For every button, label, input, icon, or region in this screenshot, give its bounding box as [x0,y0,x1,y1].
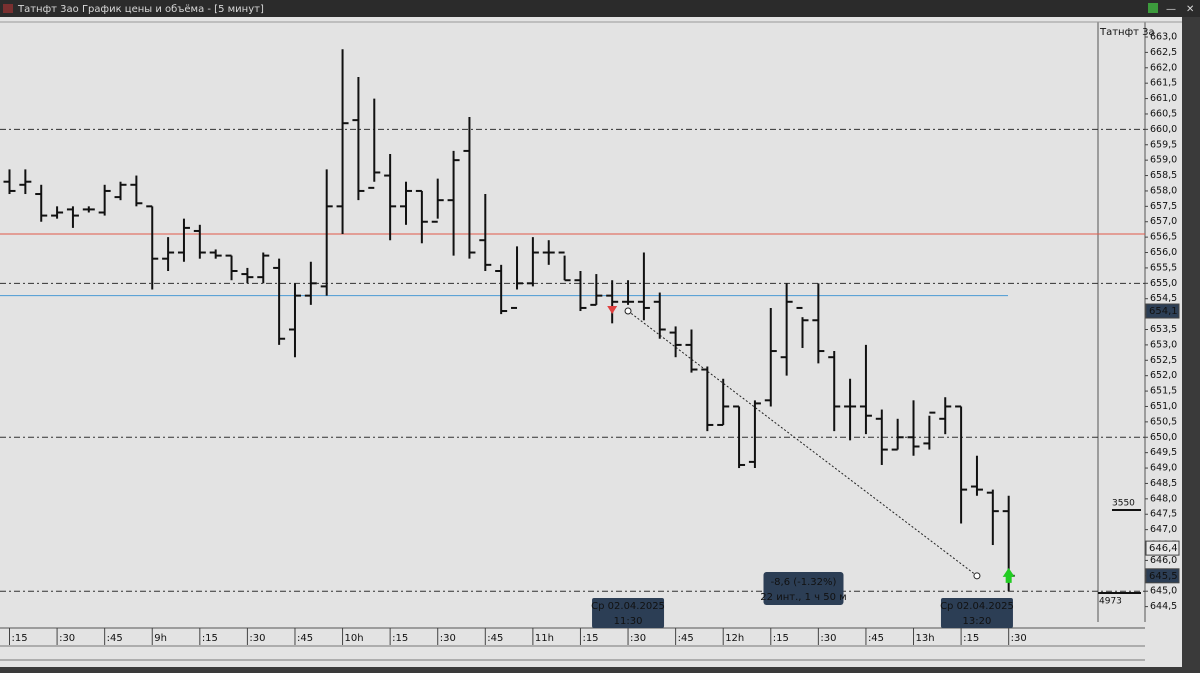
y-tick-label: 652,5 [1150,355,1177,366]
y-tick-label: 656,5 [1150,232,1177,243]
cursor-time: 13:20 [963,616,992,627]
y-tick-label: 649,0 [1150,463,1177,474]
cursor-date: Ср 02.04.2025 [591,601,665,612]
cursor-time-box [592,598,665,628]
y-tick-label: 649,5 [1150,447,1177,458]
y-tick-label: 645,0 [1150,586,1177,597]
y-tick-label: 657,0 [1150,216,1177,227]
x-tick-label: 12h [725,633,744,644]
y-tick-label: 653,0 [1150,339,1177,350]
measure-start [624,307,632,315]
app-icon [3,4,13,13]
x-tick-label: :30 [59,633,75,644]
y-tick-label: 659,5 [1150,139,1177,150]
measure-subtext: 22 инт., 1 ч 50 м [760,592,846,603]
y-tick-label: 647,5 [1150,509,1177,520]
x-tick-label: 11h [535,633,554,644]
y-tick-label: 655,0 [1150,278,1177,289]
y-tick-label: 660,5 [1150,108,1177,119]
y-tick-label: 655,5 [1150,262,1177,273]
trade-marker [607,306,618,315]
y-tick-label: 650,0 [1150,432,1177,443]
y-tick-label: 653,5 [1150,324,1177,335]
x-tick-label: :30 [1011,633,1027,644]
y-tick-label: 658,0 [1150,185,1177,196]
price-badge-label: 645,5 [1149,571,1178,582]
chart-area [0,17,1182,667]
y-tick-label: 651,5 [1150,386,1177,397]
minimize-button[interactable]: — [1166,4,1176,15]
price-badge [1145,303,1180,319]
y-tick-label: 658,5 [1150,170,1177,181]
y-tick-label: 662,5 [1150,47,1177,58]
y-tick-label: 660,0 [1150,124,1177,135]
x-tick-label: :30 [820,633,836,644]
trade-marker [1002,567,1015,583]
x-tick-label: :15 [202,633,218,644]
volume-label: 3550 [1112,499,1135,509]
x-tick-label: :15 [773,633,789,644]
price-badge [1145,568,1180,584]
measure-end [973,572,981,580]
x-tick-label: 9h [154,633,167,644]
measure-text: -8,6 (-1.32%) [771,577,837,588]
x-tick-label: :15 [963,633,979,644]
x-tick-label: 13h [916,633,935,644]
y-tick-label: 648,0 [1150,493,1177,504]
y-tick-label: 648,5 [1150,478,1177,489]
measure-box [763,572,844,605]
x-tick-label: :45 [678,633,694,644]
y-tick-label: 651,0 [1150,401,1177,412]
y-tick-label: 654,5 [1150,293,1177,304]
x-tick-label: :45 [868,633,884,644]
y-tick-label: 644,5 [1150,601,1177,612]
y-tick-label: 663,0 [1150,31,1177,42]
measure-line [627,310,978,577]
x-tick-label: :30 [630,633,646,644]
link-icon[interactable] [1148,3,1158,13]
x-tick-label: :15 [582,633,598,644]
y-tick-label: 656,0 [1150,247,1177,258]
price-badge-label: 646,4 [1149,543,1178,554]
y-tick-label: 657,5 [1150,201,1177,212]
y-tick-label: 661,0 [1150,93,1177,104]
x-tick-label: :15 [392,633,408,644]
y-tick-label: 652,0 [1150,370,1177,381]
volume-label: 4973 [1099,597,1122,607]
x-tick-label: :30 [249,633,265,644]
y-tick-label: 661,5 [1150,78,1177,89]
x-tick-label: 10h [345,633,364,644]
y-tick-label: 646,0 [1150,555,1177,566]
x-tick-label: :45 [487,633,503,644]
price-badge [1145,540,1180,556]
window-title: Татнфт 3ао График цены и объёма - [5 мин… [17,4,264,15]
price-badge-label: 654,1 [1149,306,1178,317]
cursor-date: Ср 02.04.2025 [940,601,1014,612]
x-tick-label: :30 [440,633,456,644]
x-tick-label: :45 [297,633,313,644]
y-tick-label: 662,0 [1150,62,1177,73]
x-tick-label: :45 [107,633,123,644]
cursor-time: 11:30 [614,616,643,627]
title-bar [0,0,1200,17]
x-tick-label: :15 [12,633,28,644]
close-button[interactable]: ✕ [1186,4,1194,15]
cursor-time-box [940,598,1013,628]
y-tick-label: 647,0 [1150,524,1177,535]
volume-panel-title: Татнфт 3а [1099,27,1155,38]
y-tick-label: 650,5 [1150,416,1177,427]
y-tick-label: 659,0 [1150,155,1177,166]
